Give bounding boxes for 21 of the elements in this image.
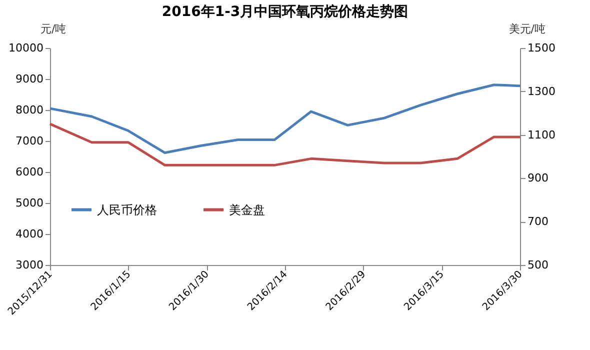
- y-tick-label: 8000: [16, 104, 44, 116]
- legend-label: 美金盘: [229, 202, 265, 217]
- y-tick-label: 3000: [16, 258, 44, 272]
- line-series: [48, 84, 522, 154]
- y2-axis-title: 美元/吨: [508, 22, 546, 36]
- y2-tick-label: 1300: [528, 84, 556, 98]
- legend-label: 人民币价格: [97, 202, 157, 217]
- y-tick-label: 6000: [16, 166, 44, 178]
- y-tick-label: 4000: [16, 228, 44, 240]
- y2-tick-label: 1500: [528, 42, 556, 54]
- y-tick-label: 10000: [8, 42, 44, 54]
- y2-tick-label: 500: [528, 258, 548, 272]
- y-tick-label: 9000: [16, 72, 44, 86]
- y2-tick-label: 700: [528, 215, 548, 228]
- y-tick-label: 7000: [16, 134, 44, 148]
- y-axis-title: 元/吨: [40, 22, 66, 36]
- y-tick-label: 5000: [16, 196, 44, 210]
- line-series: [48, 122, 522, 166]
- chart-title: 2016年1-3月中国环氧丙烷价格走势图: [162, 4, 408, 20]
- y2-tick-label: 900: [528, 172, 548, 185]
- y2-tick-label: 1100: [528, 128, 556, 142]
